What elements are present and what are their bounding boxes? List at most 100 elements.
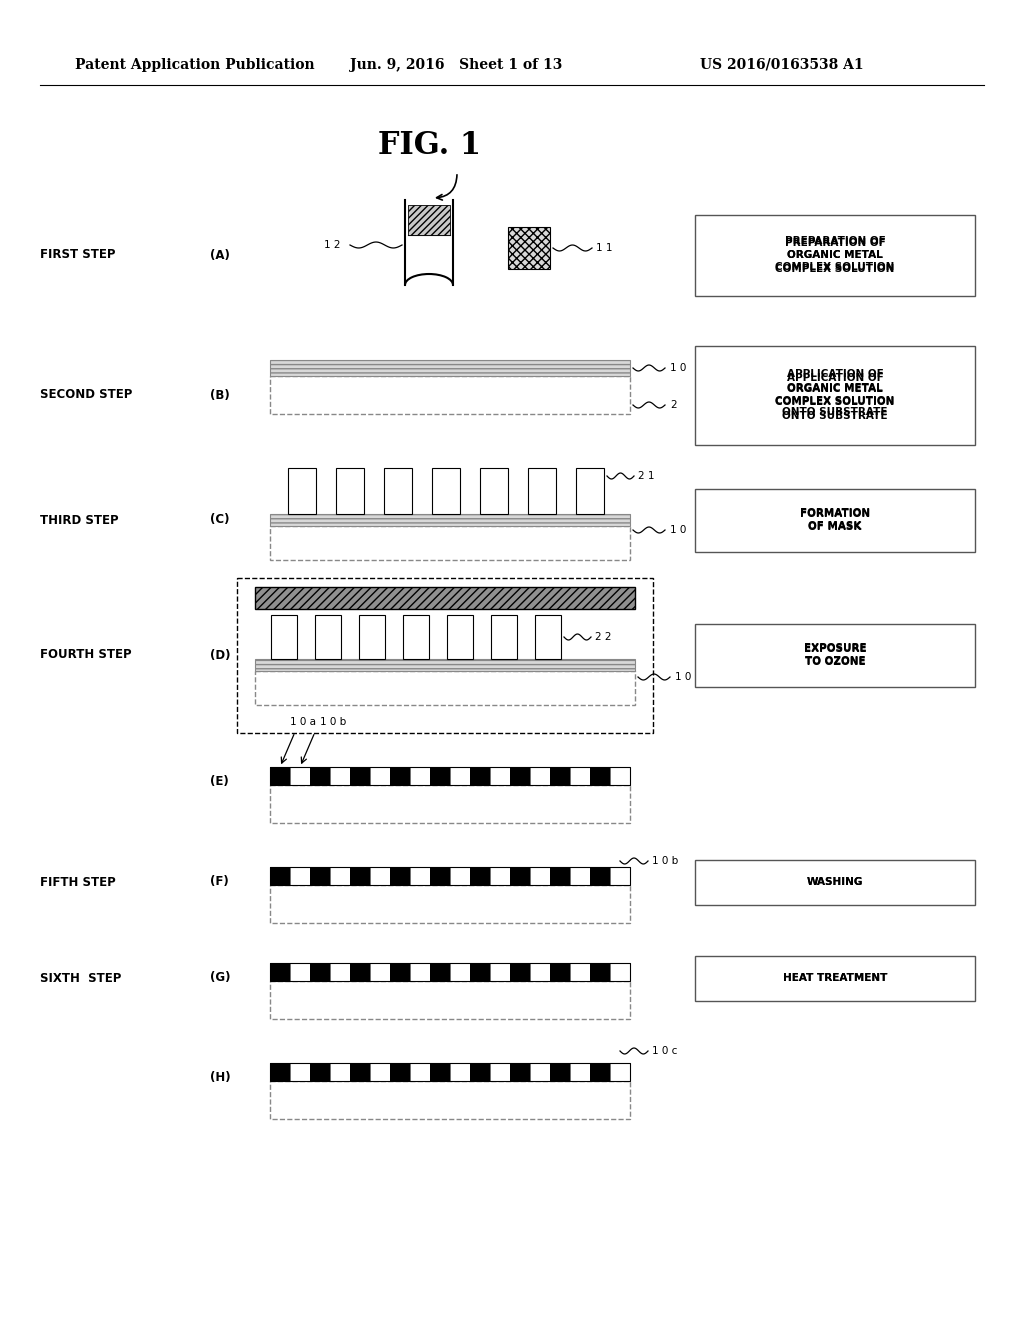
Bar bbox=[237, 578, 653, 733]
Bar bbox=[370, 1063, 390, 1081]
Text: HEAT TREATMENT: HEAT TREATMENT bbox=[782, 973, 887, 983]
Bar bbox=[470, 964, 490, 981]
Bar bbox=[575, 469, 604, 513]
Bar bbox=[470, 867, 490, 884]
Bar bbox=[695, 623, 975, 686]
Bar bbox=[255, 671, 635, 705]
Bar bbox=[590, 964, 610, 981]
Bar bbox=[290, 1063, 310, 1081]
Bar bbox=[255, 659, 635, 671]
Bar bbox=[535, 615, 561, 659]
Bar bbox=[330, 1063, 350, 1081]
Bar bbox=[510, 767, 530, 785]
Bar bbox=[310, 767, 330, 785]
Bar bbox=[370, 964, 390, 981]
Text: PREPARATION OF
ORGANIC METAL
COMPLEX SOLUTION: PREPARATION OF ORGANIC METAL COMPLEX SOL… bbox=[775, 236, 895, 275]
Bar bbox=[350, 867, 370, 884]
Bar bbox=[480, 469, 508, 513]
Bar bbox=[695, 346, 975, 445]
Bar bbox=[430, 767, 450, 785]
Bar bbox=[270, 376, 630, 414]
Bar bbox=[510, 867, 530, 884]
Bar bbox=[390, 867, 410, 884]
Text: 1 2: 1 2 bbox=[324, 240, 340, 249]
Text: 1 0: 1 0 bbox=[670, 525, 686, 535]
Bar bbox=[610, 1063, 630, 1081]
Bar bbox=[550, 867, 570, 884]
Bar bbox=[410, 964, 430, 981]
Text: (D): (D) bbox=[210, 648, 230, 661]
Bar bbox=[330, 767, 350, 785]
Bar bbox=[550, 964, 570, 981]
Bar bbox=[470, 1063, 490, 1081]
Bar bbox=[450, 767, 470, 785]
Bar bbox=[270, 867, 630, 884]
Text: 1 0 c: 1 0 c bbox=[652, 1045, 677, 1056]
Bar bbox=[270, 767, 630, 785]
Text: WASHING: WASHING bbox=[807, 876, 863, 887]
Bar bbox=[350, 767, 370, 785]
Bar bbox=[310, 964, 330, 981]
Text: EXPOSURE
TO OZONE: EXPOSURE TO OZONE bbox=[804, 644, 866, 665]
Bar bbox=[490, 1063, 510, 1081]
Text: Jun. 9, 2016   Sheet 1 of 13: Jun. 9, 2016 Sheet 1 of 13 bbox=[350, 58, 562, 73]
Text: HEAT TREATMENT: HEAT TREATMENT bbox=[782, 973, 887, 983]
Text: WASHING: WASHING bbox=[807, 876, 863, 887]
Text: 2 1: 2 1 bbox=[638, 471, 654, 480]
Bar bbox=[408, 205, 450, 235]
Bar bbox=[570, 1063, 590, 1081]
Bar bbox=[432, 469, 460, 513]
Text: FIRST STEP: FIRST STEP bbox=[40, 248, 116, 261]
Bar bbox=[336, 469, 364, 513]
Text: THIRD STEP: THIRD STEP bbox=[40, 513, 119, 527]
Bar bbox=[270, 785, 630, 822]
Bar bbox=[528, 469, 556, 513]
Bar bbox=[288, 469, 316, 513]
Bar bbox=[430, 1063, 450, 1081]
Bar bbox=[610, 964, 630, 981]
Bar bbox=[270, 964, 290, 981]
Bar bbox=[290, 964, 310, 981]
Text: 2 2: 2 2 bbox=[595, 632, 611, 642]
Text: (H): (H) bbox=[210, 1072, 230, 1085]
Bar bbox=[270, 1063, 630, 1081]
Text: APPLICATION OF
ORGANIC METAL
COMPLEX SOLUTION
ONTO SUBSTRATE: APPLICATION OF ORGANIC METAL COMPLEX SOL… bbox=[775, 370, 895, 421]
Bar bbox=[530, 867, 550, 884]
Bar bbox=[695, 956, 975, 1001]
Text: FORMATION
OF MASK: FORMATION OF MASK bbox=[800, 510, 870, 531]
Text: (B): (B) bbox=[210, 388, 229, 401]
Bar bbox=[310, 867, 330, 884]
Bar bbox=[270, 964, 630, 981]
Bar bbox=[510, 1063, 530, 1081]
Bar bbox=[403, 615, 429, 659]
Bar bbox=[570, 867, 590, 884]
Bar bbox=[390, 767, 410, 785]
Text: APPLICATION OF
ORGANIC METAL
COMPLEX SOLUTION
ONTO SUBSTRATE: APPLICATION OF ORGANIC METAL COMPLEX SOL… bbox=[775, 372, 895, 417]
Bar bbox=[550, 1063, 570, 1081]
Bar bbox=[270, 525, 630, 560]
Bar bbox=[490, 867, 510, 884]
Bar bbox=[470, 767, 490, 785]
Text: SIXTH  STEP: SIXTH STEP bbox=[40, 972, 122, 985]
Text: 1 0 b: 1 0 b bbox=[652, 855, 678, 866]
Text: FIG. 1: FIG. 1 bbox=[379, 129, 481, 161]
Bar bbox=[330, 964, 350, 981]
Bar bbox=[270, 981, 630, 1019]
Bar bbox=[590, 1063, 610, 1081]
Bar bbox=[390, 964, 410, 981]
Bar bbox=[430, 867, 450, 884]
Bar bbox=[310, 1063, 330, 1081]
Text: 1 0 a: 1 0 a bbox=[290, 717, 316, 727]
Text: FOURTH STEP: FOURTH STEP bbox=[40, 648, 132, 661]
Bar bbox=[410, 1063, 430, 1081]
Bar bbox=[270, 1063, 290, 1081]
Text: (C): (C) bbox=[210, 513, 229, 527]
Text: 1 1: 1 1 bbox=[596, 243, 612, 253]
Bar bbox=[271, 615, 297, 659]
Bar bbox=[530, 964, 550, 981]
Bar bbox=[359, 615, 385, 659]
Bar bbox=[447, 615, 473, 659]
Bar bbox=[290, 767, 310, 785]
Text: EXPOSURE
TO OZONE: EXPOSURE TO OZONE bbox=[804, 643, 866, 667]
Text: 1 0: 1 0 bbox=[675, 672, 691, 682]
